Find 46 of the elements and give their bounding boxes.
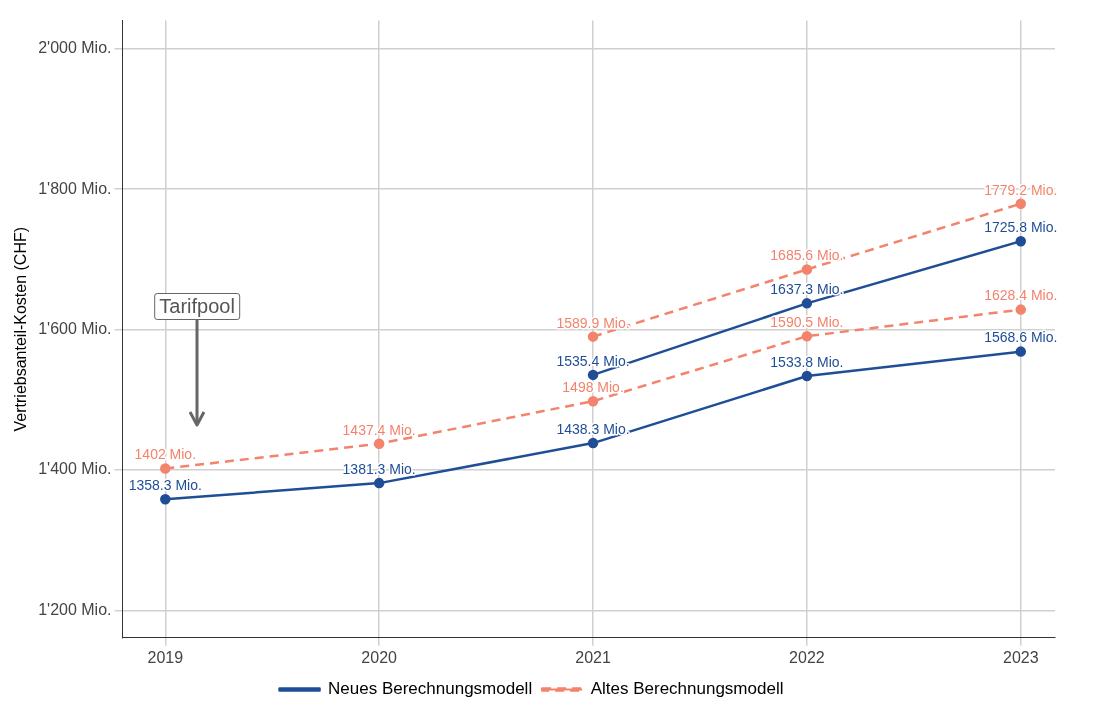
data-label: 1779.2 Mio.	[984, 181, 1058, 198]
point	[1015, 198, 1027, 209]
data-label: 1589.9 Mio.	[556, 314, 630, 331]
data-label: 1535.4 Mio.	[556, 352, 630, 369]
point	[160, 463, 171, 474]
y-tick-label: 2'000 Mio.	[38, 39, 112, 57]
data-label: 1568.6 Mio.	[984, 329, 1058, 346]
x-tick-label: 2023	[1002, 648, 1039, 666]
data-label: 1381.3 Mio.	[342, 460, 416, 477]
point	[587, 395, 599, 407]
data-label: 1533.8 Mio.	[770, 353, 844, 370]
data-label: 1358.3 Mio.	[128, 477, 202, 494]
data-label: 1438.3 Mio.	[556, 420, 630, 437]
point	[587, 369, 599, 381]
point	[160, 494, 171, 505]
point	[587, 331, 599, 342]
y-tick-label: 1'400 Mio.	[38, 460, 112, 478]
point	[801, 264, 813, 275]
data-label: 1402 Mio.	[134, 446, 197, 463]
point	[801, 330, 813, 342]
annotation: Tarifpool	[154, 292, 240, 320]
legend-label: Altes Berechnungsmodell	[590, 679, 784, 699]
x-tick-label: 2021	[575, 648, 611, 666]
x-tick-label: 2020	[361, 648, 398, 666]
x-tick-label: 2022	[789, 648, 825, 666]
data-label: 1637.3 Mio.	[770, 281, 844, 298]
point	[373, 438, 385, 449]
data-label: 1628.4 Mio.	[984, 287, 1058, 304]
legend-label: Neues Berechnungsmodell	[328, 679, 533, 699]
y-tick-label: 1'200 Mio.	[38, 600, 112, 618]
y-axis-title: Vertriebsanteil-Kosten (CHF)	[12, 226, 30, 432]
point	[801, 298, 813, 309]
point	[1015, 346, 1027, 357]
point	[1015, 304, 1027, 315]
point	[1015, 235, 1027, 247]
data-label: 1498 Mio.	[562, 379, 624, 396]
data-label: 1685.6 Mio.	[770, 247, 844, 264]
data-label: 1590.5 Mio.	[770, 314, 844, 331]
point	[373, 477, 385, 489]
x-tick-label: 2019	[147, 648, 184, 666]
data-label: 1437.4 Mio.	[342, 421, 416, 438]
y-tick-label: 1'800 Mio.	[38, 179, 112, 197]
y-tick-label: 1'600 Mio.	[38, 319, 112, 337]
data-label: 1725.8 Mio.	[984, 219, 1058, 236]
point	[801, 370, 813, 382]
point	[587, 437, 599, 449]
